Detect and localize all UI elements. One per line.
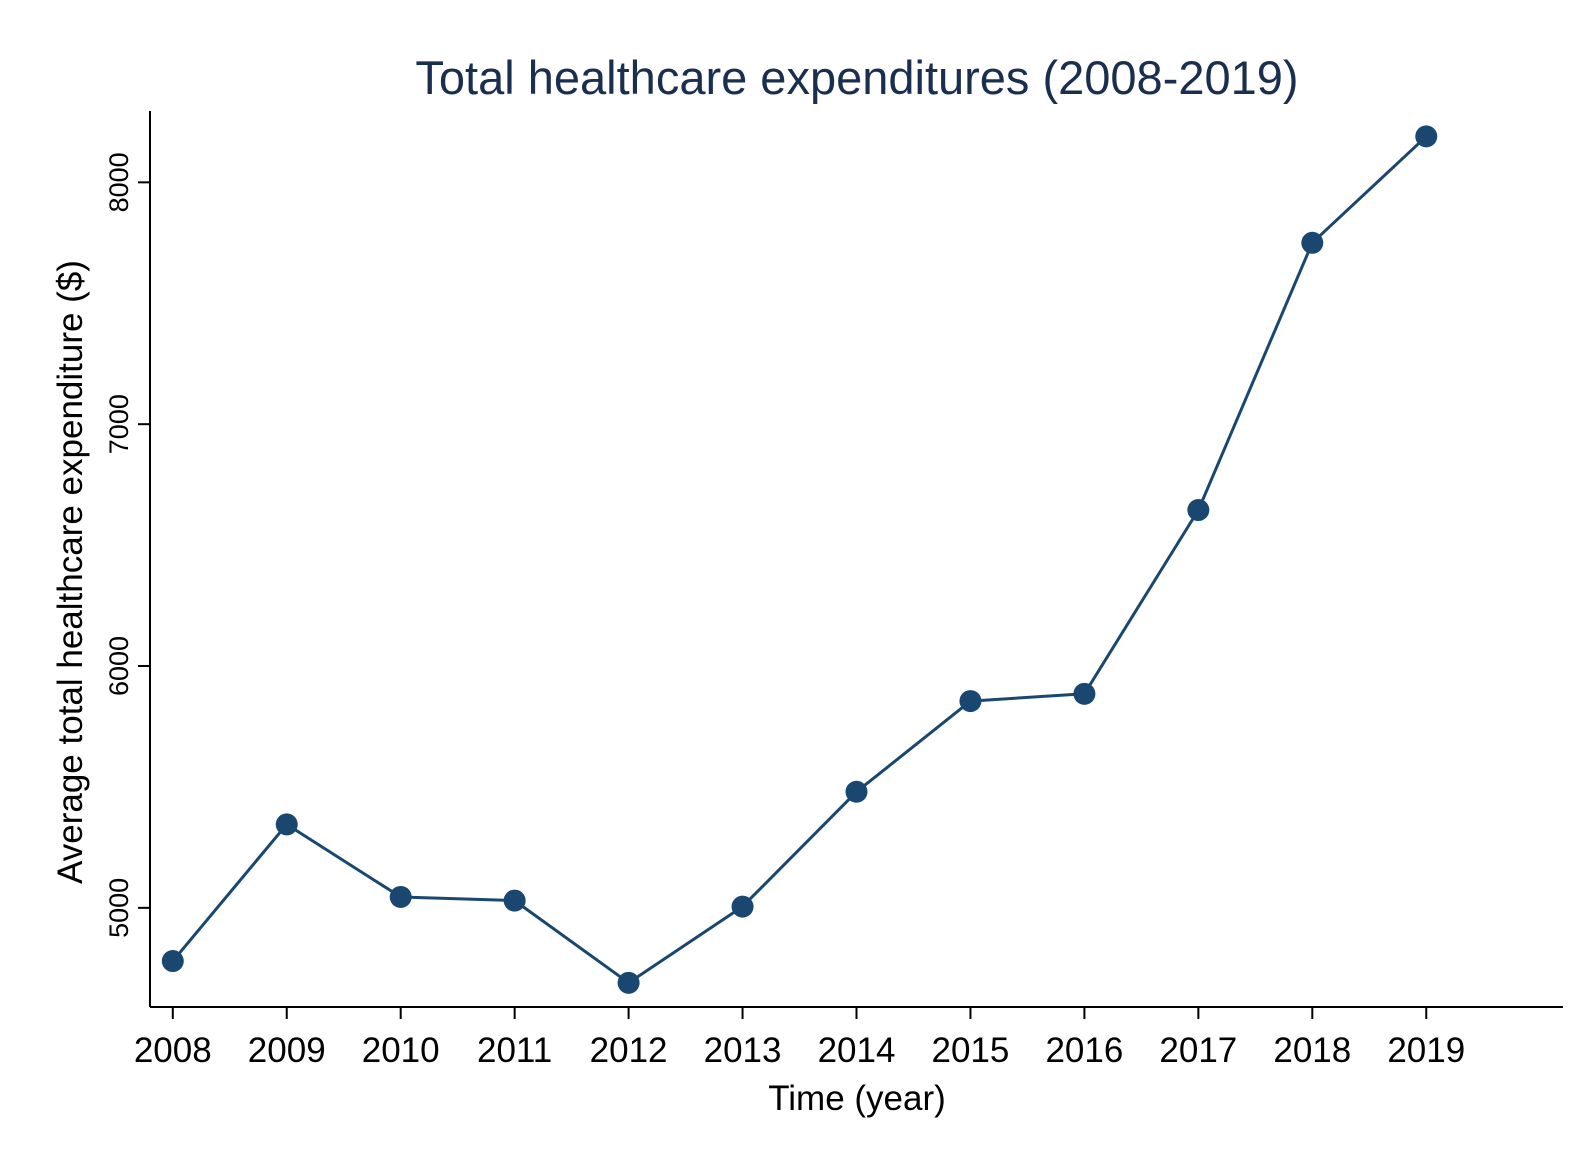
data-point [1187, 499, 1210, 522]
data-point [389, 885, 412, 908]
data-point [617, 971, 640, 994]
x-tick-label: 2016 [1045, 1031, 1123, 1070]
x-tick-label: 2010 [362, 1031, 440, 1070]
x-tick-label: 2013 [704, 1031, 782, 1070]
x-tick-label: 2012 [590, 1031, 668, 1070]
data-point [275, 813, 298, 836]
data-point [1415, 125, 1438, 148]
x-tick-label: 2018 [1273, 1031, 1351, 1070]
data-point [1073, 682, 1096, 705]
x-tick-label: 2011 [477, 1031, 552, 1070]
x-tick-label: 2017 [1159, 1031, 1237, 1070]
y-tick-label: 7000 [104, 394, 134, 454]
x-tick-label: 2015 [932, 1031, 1010, 1070]
y-tick-label: 5000 [104, 878, 134, 938]
x-tick-label: 2008 [134, 1031, 212, 1070]
data-point [731, 895, 754, 918]
series-points [161, 125, 1438, 994]
x-tick-label: 2014 [818, 1031, 896, 1070]
chart-title: Total healthcare expenditures (2008-2019… [415, 51, 1298, 104]
y-axis-ticks: 5000 6000 7000 8000 [104, 152, 150, 938]
x-tick-label: 2019 [1387, 1031, 1465, 1070]
x-tick-label: 2009 [248, 1031, 326, 1070]
data-point [959, 690, 982, 713]
y-tick-label: 6000 [104, 636, 134, 696]
x-axis-ticks: 2008 2009 2010 2011 2012 2013 2014 2015 2016 2017… [134, 1007, 1465, 1070]
data-point [845, 780, 868, 803]
y-tick-label: 8000 [104, 152, 134, 212]
data-point [161, 950, 184, 973]
data-point [503, 889, 526, 912]
data-point [1301, 231, 1324, 254]
x-axis-title: Time (year) [768, 1079, 946, 1118]
y-axis-title: Average total healthcare expenditure ($) [51, 260, 90, 884]
series-line [171, 135, 1428, 985]
